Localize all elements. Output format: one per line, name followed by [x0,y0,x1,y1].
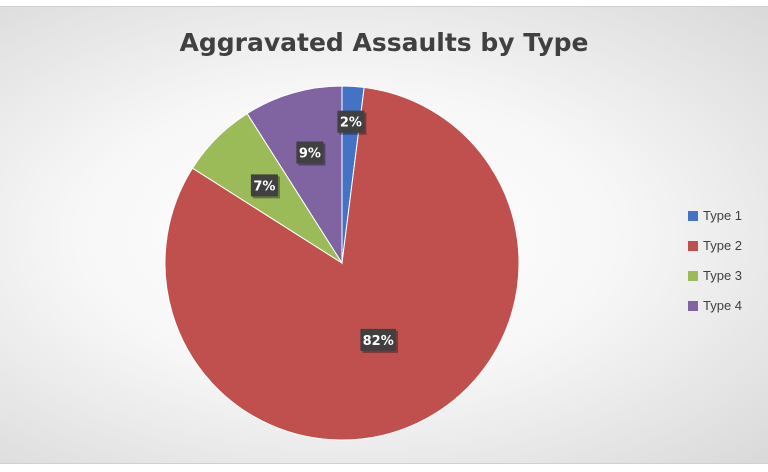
chart-legend: Type 1 Type 2 Type 3 Type 4 [688,208,742,328]
data-label-text-2: 82% [363,334,394,349]
legend-swatch-type-3 [688,270,698,281]
legend-item-type-3: Type 3 [688,268,742,283]
legend-label-type-2: Type 2 [703,238,743,253]
legend-swatch-type-2 [688,240,698,251]
pie-data-labels: 2% 82% 7% 9% [250,110,398,353]
data-label-text-1: 2% [340,116,362,131]
legend-label-type-1: Type 1 [703,208,743,223]
data-label-text-4: 9% [299,147,321,162]
legend-swatch-type-4 [688,300,698,311]
pie-slices [164,85,520,441]
legend-item-type-2: Type 2 [688,238,742,253]
legend-item-type-4: Type 4 [688,298,742,313]
data-label-4: 9% [296,141,326,166]
pie-slice-4 [246,85,343,265]
legend-item-type-1: Type 1 [688,208,742,223]
legend-swatch-type-1 [688,210,698,221]
chart-title: Aggravated Assaults by Type [179,28,589,57]
data-label-3: 7% [250,174,280,199]
data-label-2: 82% [360,328,398,353]
legend-label-type-3: Type 3 [703,268,743,283]
data-label-1: 2% [337,110,367,135]
legend-label-type-4: Type 4 [703,298,743,313]
data-label-text-3: 7% [253,179,275,194]
